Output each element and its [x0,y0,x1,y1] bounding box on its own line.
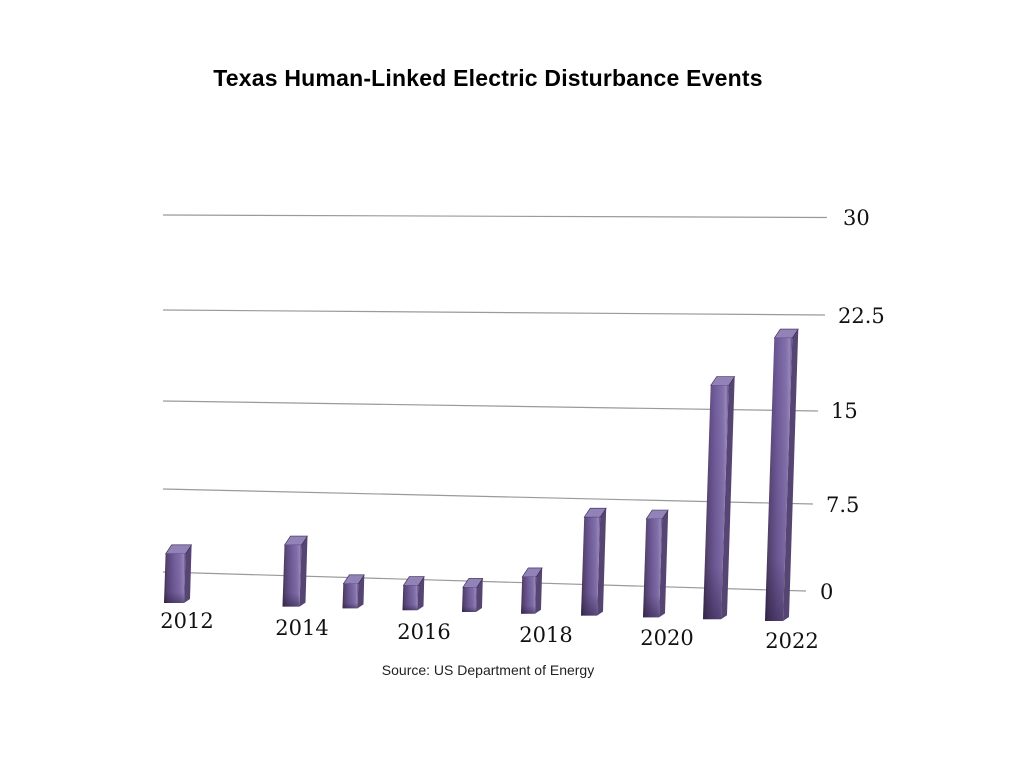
y-axis-tick-label-15: 15 [831,399,858,423]
bar-2012 [164,544,193,603]
bar-2019 [581,507,607,616]
bar-2016 [402,576,425,611]
x-axis-tick-label-2022: 2022 [765,629,819,653]
y-axis-tick-label-22-5: 22.5 [838,304,885,328]
bar-2018 [521,567,543,614]
x-axis-tick-label-2020: 2020 [640,626,694,650]
gridline-22.5 [162,309,826,316]
y-axis-tick-label-7-5: 7.5 [826,493,860,517]
source-attribution: Source: US Department of Energy [381,662,595,678]
chart-title: Texas Human-Linked Electric Disturbance … [213,65,763,91]
bar-2020 [643,509,669,618]
bar-2022 [765,328,799,621]
gridline-0 [162,571,807,592]
x-axis-tick-label-2018: 2018 [519,623,573,647]
x-axis-tick-label-2012: 2012 [160,609,214,633]
y-axis-tick-label-0: 0 [820,580,834,604]
gridline-30 [162,214,828,219]
y-axis-tick-label-30: 30 [843,206,870,230]
bar-2017 [462,578,484,612]
x-axis-tick-label-2014: 2014 [275,616,329,640]
gridline-7.5 [162,488,814,505]
bar-2014 [282,535,309,607]
bar-2015 [342,574,365,609]
gridline-15 [162,400,819,412]
x-axis-tick-label-2016: 2016 [397,620,451,644]
bar-2021 [703,376,736,620]
